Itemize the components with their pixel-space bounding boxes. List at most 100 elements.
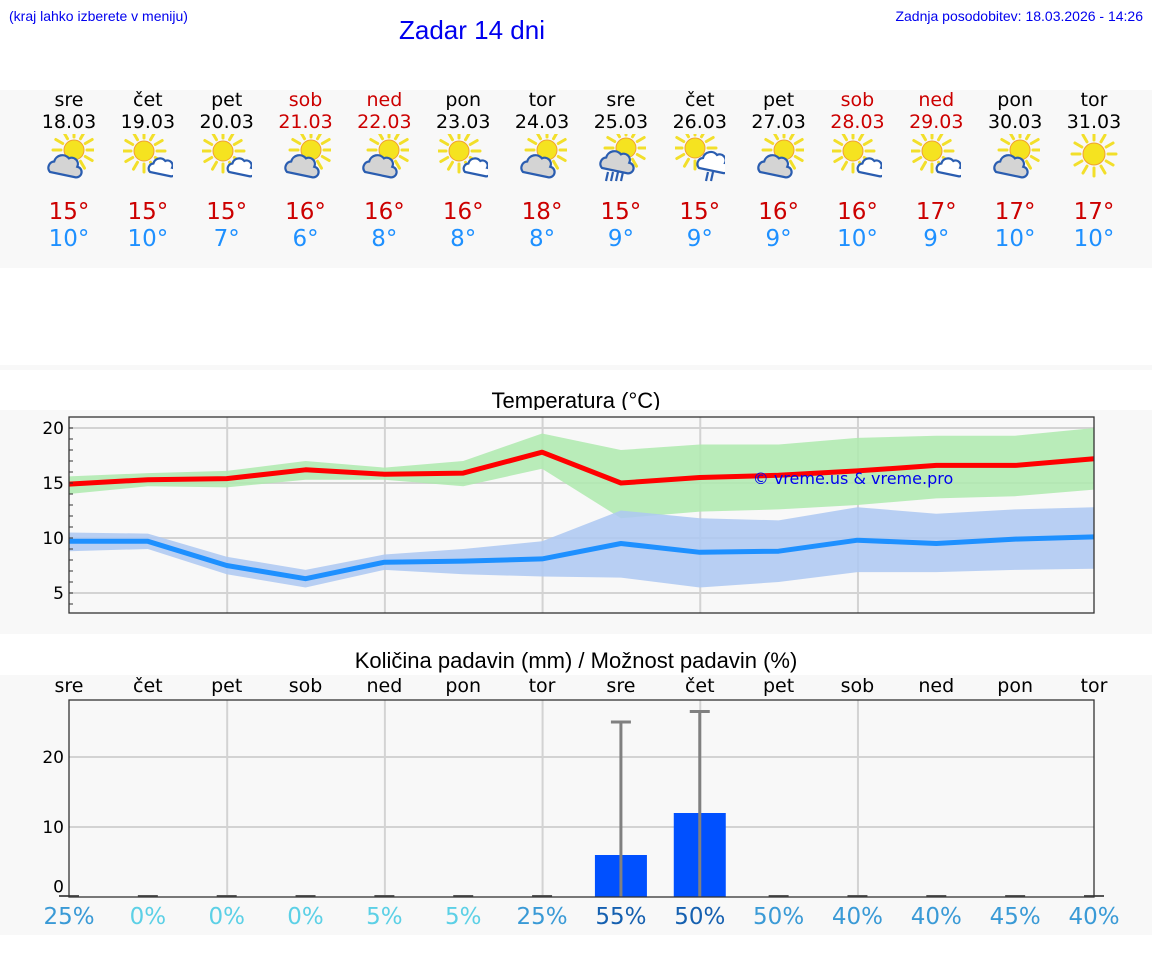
precip-day-label: pet — [763, 675, 795, 697]
sun-small-cloud-icon — [436, 128, 492, 182]
min-temperature: 9° — [686, 226, 713, 252]
y-tick-label: 10 — [42, 529, 64, 549]
max-temperature: 15° — [600, 199, 642, 225]
precip-probability: 5% — [444, 904, 482, 930]
daily-forecast-panel — [0, 90, 1152, 268]
precip-probability: 0% — [208, 904, 245, 930]
precipitation-chart: 20 10 0 — [42, 699, 1104, 898]
day-date: 22.03 — [357, 111, 412, 133]
precip-day-label: ned — [918, 675, 955, 697]
max-temperature: 17° — [915, 199, 957, 225]
min-temperature: 8° — [371, 226, 398, 252]
region-menu-hint[interactable]: (kraj lahko izberete v meniju) — [9, 8, 188, 24]
partly-cloudy-heavy-icon — [754, 127, 807, 182]
partly-cloudy-heavy-icon — [359, 127, 412, 182]
precip-day-label: ned — [366, 675, 403, 697]
precip-probability: 45% — [989, 904, 1041, 930]
partly-cloudy-heavy-icon — [517, 127, 570, 182]
sun-cloud-light-rain-icon — [672, 125, 730, 182]
precip-probability: 55% — [595, 904, 647, 930]
day-name: sre — [54, 89, 84, 111]
divider — [0, 365, 1152, 370]
partly-cloudy-heavy-icon — [281, 127, 334, 182]
sun-small-cloud-icon — [830, 128, 887, 182]
max-temperature: 15° — [679, 199, 721, 225]
day-name: pon — [445, 89, 482, 111]
day-name: ned — [366, 89, 403, 111]
day-date: 29.03 — [909, 111, 964, 133]
precip-probability: 0% — [129, 904, 167, 930]
precip-day-label: sre — [606, 675, 636, 697]
precip-probability: 25% — [43, 904, 95, 930]
day-name: sre — [606, 89, 636, 111]
sun-cloud-heavy-rain-icon — [596, 125, 649, 182]
precip-probability: 40% — [831, 904, 884, 930]
precip-day-label: pet — [211, 675, 243, 697]
day-date: 28.03 — [830, 111, 885, 133]
precip-day-label: sob — [288, 675, 323, 697]
day-name: pon — [997, 89, 1033, 111]
day-name: pet — [763, 89, 795, 111]
day-forecast: tor 24.03 18° 8° — [503, 88, 581, 266]
precip-probability: 5% — [366, 904, 403, 930]
daily-forecast-row: sre 18.03 15° 10° čet 19.03 15° 10° pet 20.03 15° 7… — [0, 88, 1152, 268]
y-tick-label: 0 — [53, 878, 64, 898]
partly-cloudy-heavy-icon — [990, 127, 1043, 182]
precip-probability: 50% — [753, 904, 805, 930]
min-temperature: 8° — [450, 226, 477, 252]
max-temperature: 15° — [206, 199, 248, 225]
precip-probability: 40% — [1068, 904, 1120, 930]
day-name: tor — [1080, 89, 1108, 111]
day-forecast: pet 27.03 16° 9° — [740, 88, 818, 266]
precip-day-label: čet — [684, 675, 715, 697]
day-date: 30.03 — [987, 111, 1043, 133]
day-name: čet — [133, 89, 163, 111]
day-forecast: sre 25.03 15° 9° — [582, 88, 660, 266]
min-temperature: 8° — [528, 226, 556, 252]
day-forecast: pon 23.03 16° 8° — [424, 88, 502, 266]
day-forecast: pon 30.03 17° 10° — [976, 88, 1054, 266]
y-tick-label: 10 — [42, 818, 64, 838]
precip-day-label: čet — [133, 675, 163, 697]
day-name: ned — [918, 89, 955, 111]
max-temperature: 17° — [994, 199, 1036, 225]
day-forecast: sre 18.03 15° 10° — [30, 88, 108, 266]
day-forecast: ned 22.03 16° 8° — [345, 88, 423, 266]
min-temperature: 10° — [1073, 226, 1115, 252]
max-temperature: 16° — [758, 199, 799, 225]
day-name: pet — [211, 89, 243, 111]
sun-small-cloud-icon — [909, 128, 965, 182]
precip-probability: 25% — [516, 904, 568, 930]
day-forecast: sob 28.03 16° 10° — [818, 88, 896, 266]
day-forecast: ned 29.03 17° 9° — [897, 88, 975, 266]
day-forecast: sob 21.03 16° 6° — [267, 88, 345, 266]
day-date: 25.03 — [593, 111, 649, 133]
sun-small-cloud-icon — [121, 128, 177, 182]
day-date: 18.03 — [41, 111, 97, 133]
temperature-chart: 20 15 10 5 © vreme.us & vreme.pro — [42, 416, 1095, 614]
min-temperature: 9° — [765, 226, 792, 252]
day-forecast: čet 26.03 15° 9° — [661, 88, 739, 266]
min-temperature: 7° — [213, 226, 240, 252]
day-date: 20.03 — [199, 111, 254, 133]
precip-day-label: pon — [445, 675, 482, 697]
min-temperature: 9° — [923, 226, 950, 252]
max-temperature: 16° — [837, 199, 878, 225]
sun-small-cloud-icon — [200, 128, 256, 182]
page-title: Zadar 14 dni — [399, 15, 545, 45]
min-temperature: 10° — [48, 226, 90, 252]
day-forecast: čet 19.03 15° 10° — [109, 88, 187, 266]
watermark: © vreme.us & vreme.pro — [753, 469, 954, 488]
day-date: 27.03 — [751, 111, 806, 133]
max-temperature: 16° — [442, 199, 484, 225]
partly-cloudy-heavy-icon — [44, 127, 97, 182]
day-date: 23.03 — [436, 111, 491, 133]
precip-day-label: pon — [997, 675, 1033, 697]
min-temperature: 9° — [607, 226, 634, 252]
day-date: 19.03 — [120, 111, 176, 133]
precip-probability: 50% — [674, 904, 726, 930]
day-name: tor — [528, 89, 556, 111]
max-temperature: 17° — [1073, 199, 1115, 225]
max-temperature: 16° — [363, 199, 405, 225]
sun-icon — [1069, 130, 1119, 182]
